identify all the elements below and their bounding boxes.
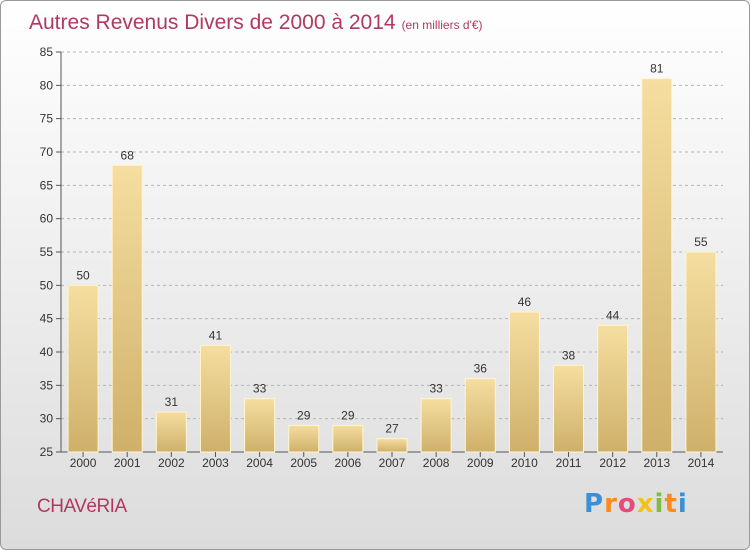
bar-value-label: 44	[606, 308, 620, 322]
bar-value-label: 29	[341, 408, 355, 422]
bar-value-label: 31	[165, 395, 179, 409]
y-tick-label: 70	[40, 145, 54, 159]
x-tick-label: 2008	[423, 456, 450, 470]
chart-title-main: Autres Revenus Divers de 2000 à 2014	[29, 11, 396, 34]
y-tick-label: 40	[40, 345, 54, 359]
bar	[67, 284, 99, 453]
bar-value-label: 33	[253, 382, 267, 396]
x-tick-label: 2000	[70, 456, 97, 470]
y-tick-label: 75	[40, 112, 54, 126]
chart-title-unit: (en milliers d'€)	[401, 18, 483, 32]
bar	[420, 398, 452, 453]
bar-value-label: 38	[562, 348, 576, 362]
x-tick-label: 2009	[467, 456, 494, 470]
y-tick-label: 35	[40, 378, 54, 392]
proxiti-logo: Proxiti	[584, 489, 688, 519]
y-tick-label: 50	[40, 278, 54, 292]
y-tick-label: 60	[40, 212, 54, 226]
y-tick-label: 85	[40, 45, 54, 59]
bar-value-label: 50	[76, 268, 90, 282]
bar-value-label: 29	[297, 408, 311, 422]
bar-value-label: 68	[121, 148, 135, 162]
bar	[288, 424, 320, 453]
chart-title: Autres Revenus Divers de 2000 à 2014 (en …	[29, 11, 483, 35]
commune-name: CHAVéRIA	[37, 496, 127, 517]
x-tick-label: 2010	[511, 456, 538, 470]
bar-value-label: 36	[474, 362, 488, 376]
y-tick-label: 80	[40, 78, 54, 92]
bar	[199, 344, 231, 453]
x-tick-label: 2014	[688, 456, 715, 470]
bar	[332, 424, 364, 453]
bar	[508, 311, 540, 453]
bar	[464, 378, 496, 453]
y-tick-label: 45	[40, 312, 54, 326]
x-tick-label: 2005	[290, 456, 317, 470]
x-tick-label: 2007	[379, 456, 406, 470]
x-tick-label: 2001	[114, 456, 141, 470]
x-tick-label: 2003	[202, 456, 229, 470]
bar	[597, 324, 629, 453]
bar	[155, 411, 187, 453]
bar	[553, 364, 585, 453]
y-tick-label: 55	[40, 245, 54, 259]
bar-value-label: 33	[429, 382, 443, 396]
bar	[244, 398, 276, 453]
x-tick-label: 2002	[158, 456, 185, 470]
bar	[641, 78, 673, 453]
y-tick-label: 30	[40, 412, 54, 426]
bar	[111, 164, 143, 453]
x-tick-label: 2011	[556, 456, 582, 470]
bar-value-label: 41	[209, 328, 223, 342]
bar-value-label: 81	[650, 62, 664, 76]
x-tick-label: 2004	[246, 456, 273, 470]
y-tick-label: 25	[40, 445, 54, 459]
x-tick-label: 2006	[335, 456, 362, 470]
bar-value-label: 55	[694, 235, 708, 249]
bar	[376, 438, 408, 453]
bar-value-label: 46	[518, 295, 532, 309]
x-tick-label: 2013	[643, 456, 670, 470]
bar-value-label: 27	[385, 422, 399, 436]
bar	[685, 251, 717, 453]
y-tick-label: 65	[40, 178, 54, 192]
x-tick-label: 2012	[599, 456, 626, 470]
